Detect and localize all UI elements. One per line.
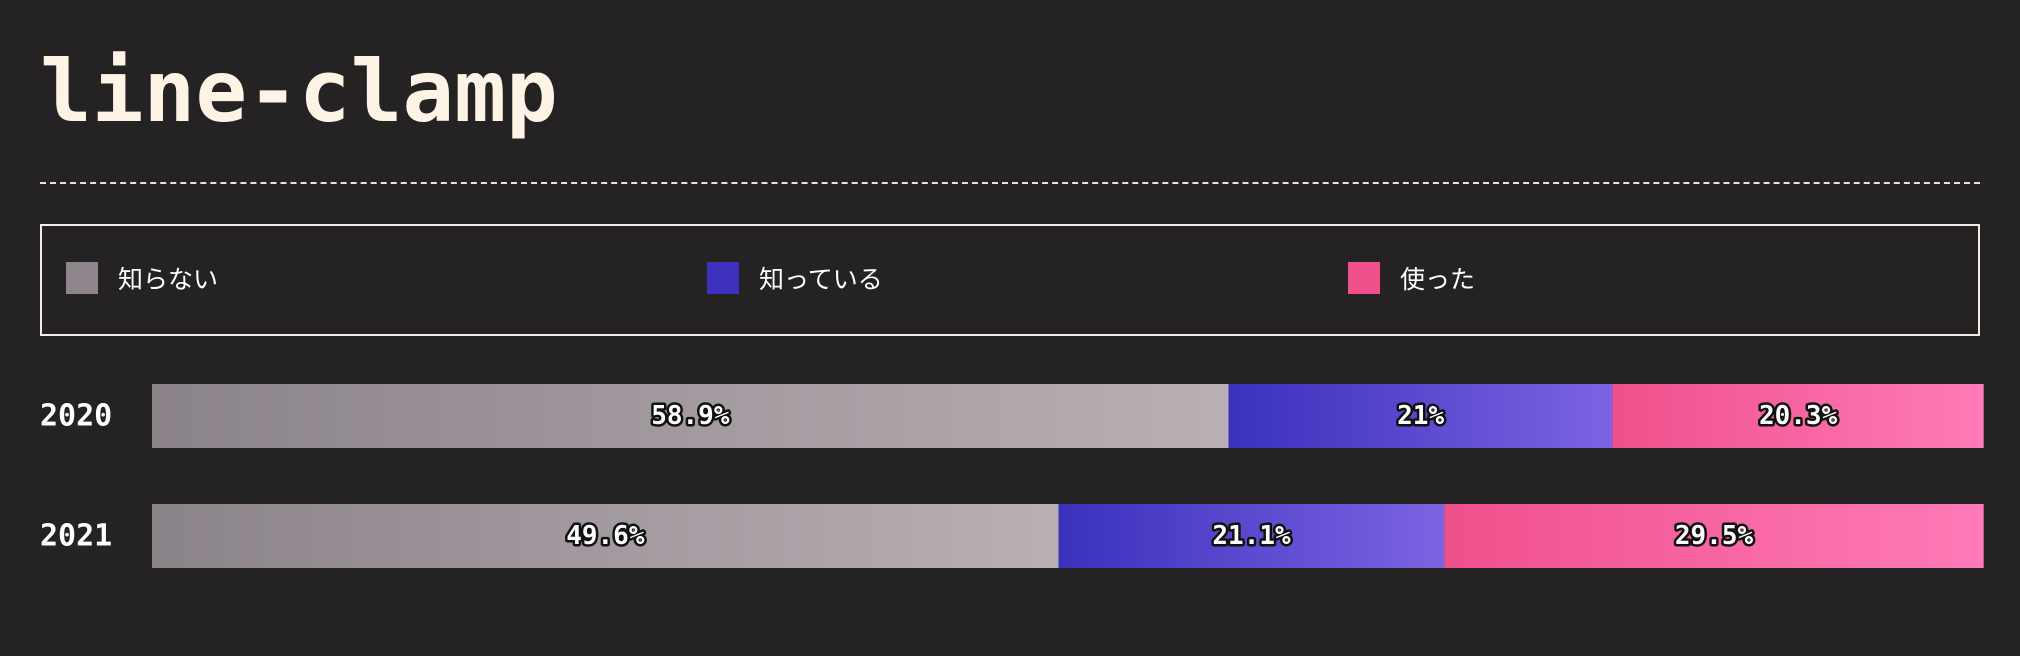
data-label-2020-0: 58.9% — [651, 401, 730, 431]
data-label-2021-1: 21.1% — [1212, 521, 1291, 551]
data-label-2021-0: 49.6% — [566, 521, 645, 551]
category-label-2021: 2021 — [40, 519, 112, 554]
data-label-2020-2: 20.3% — [1759, 401, 1838, 431]
bars-group: 2020 58.9% 21% 20.3% 2021 49.6% 21.1% 29.5% — [40, 384, 1984, 568]
category-label-2020: 2020 — [40, 399, 112, 434]
data-label-2021-2: 29.5% — [1675, 521, 1754, 551]
data-label-2020-1: 21% — [1397, 401, 1444, 431]
